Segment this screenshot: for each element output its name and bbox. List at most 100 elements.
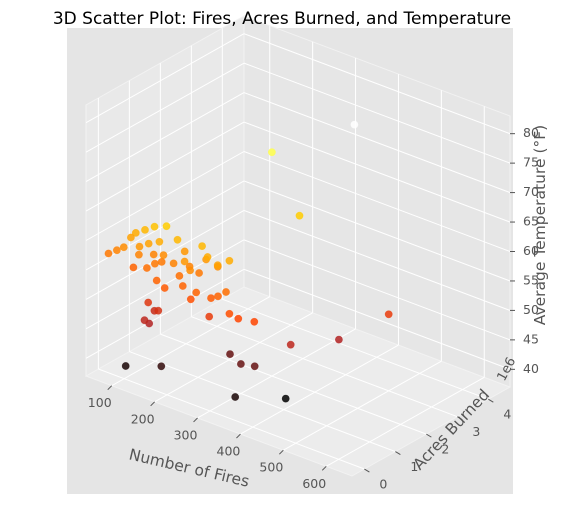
z-grid-line [85, 92, 245, 183]
y-tick-label: 1 [410, 459, 418, 474]
scatter-point [140, 316, 149, 325]
scatter-point [152, 276, 161, 285]
z-tick-label: 50 [523, 302, 539, 317]
x-tick-label: 400 [217, 444, 241, 459]
x-grid-line [240, 344, 399, 435]
scatter-point [157, 257, 166, 266]
x-tick-mark [321, 465, 327, 471]
y-tick-mark [426, 433, 432, 438]
scatter-point [192, 288, 201, 297]
scatter-point [119, 243, 128, 252]
x-grid-line [154, 312, 313, 403]
scatter-point [195, 269, 203, 277]
scatter-point [350, 120, 359, 129]
z-grid-line [243, 151, 511, 252]
tick-labels: 100 200 300 400 500 600 0 1 2 3 4 40 45 50 55 60 65 70 75 8… [88, 125, 539, 491]
scatter-point [236, 360, 245, 368]
scatter-point [207, 294, 215, 302]
scatter-point [231, 393, 240, 401]
scatter-point [175, 271, 184, 280]
z-axis-label: Average Temperature (°F) [531, 125, 549, 325]
scatter-point [144, 239, 153, 248]
scatter-point [205, 312, 214, 321]
scatter-point [141, 225, 149, 234]
z-tick-label: 40 [523, 361, 539, 376]
z-grid-line [85, 268, 245, 359]
scatter-point [134, 250, 143, 259]
scatter-point [214, 292, 222, 301]
y-grid-line [129, 351, 396, 453]
z-grid-line [243, 180, 511, 282]
x-tick-label: 100 [88, 395, 112, 410]
z-grid-line [85, 62, 245, 153]
z-grid-line [85, 33, 245, 124]
scatter-point [142, 264, 151, 272]
x-grid-line [197, 328, 356, 419]
y-tick-label: 4 [503, 407, 511, 422]
scatter-point [180, 257, 189, 266]
chart-title: 3D Scatter Plot: Fires, Acres Burned, an… [53, 9, 511, 29]
scatter-point [155, 237, 164, 246]
y-tick-mark [395, 451, 401, 455]
y-tick-label: 2 [441, 442, 449, 457]
y-grid-line [98, 368, 365, 470]
y-tick-label: 0 [379, 477, 387, 492]
x-grid-line [111, 296, 270, 387]
data-points [104, 120, 393, 403]
scatter-point [225, 256, 234, 265]
x-grid-line [326, 376, 485, 467]
x-tick-label: 600 [302, 476, 326, 491]
scatter-point [250, 317, 259, 326]
z-tick-label: 70 [523, 184, 539, 199]
scatter-point [150, 259, 159, 268]
scatter-point [169, 259, 178, 268]
x-tick-label: 500 [259, 460, 283, 475]
scatter-point [162, 222, 171, 231]
scatter-point [126, 233, 135, 242]
scatter-point [160, 284, 169, 292]
scatter-point [222, 288, 230, 296]
scatter-point [198, 242, 206, 250]
x-tick-mark [150, 401, 155, 407]
scatter-point [186, 295, 195, 304]
z-grid-line [243, 62, 511, 164]
scatter-point [226, 350, 234, 358]
y-tick-mark [364, 468, 370, 473]
scatter-point [144, 298, 153, 307]
scatter-point [154, 306, 163, 315]
scatter-point [186, 266, 194, 275]
z-grid-line [243, 92, 511, 194]
x-tick-label: 200 [131, 411, 155, 426]
scatter-point [157, 362, 166, 371]
scatter-point [129, 263, 138, 272]
x-tick-mark [236, 433, 241, 439]
scatter-point [203, 253, 212, 261]
y-tick-label: 3 [472, 424, 480, 439]
scatter-point [213, 261, 222, 270]
z-tick-label: 45 [523, 331, 539, 346]
y-grid-line [191, 316, 458, 418]
x-tick-label: 300 [174, 427, 198, 442]
scatter-point [384, 310, 393, 319]
scatter-point [159, 251, 168, 259]
scatter-point [234, 314, 243, 323]
scatter-point [334, 335, 343, 344]
x-tick-mark [107, 385, 113, 391]
z-tick-label: 55 [523, 272, 539, 287]
scatter-point [250, 362, 259, 371]
z-tick-label: 65 [523, 214, 539, 229]
scatter-point [225, 309, 234, 318]
scatter-point [281, 394, 290, 403]
z-grid-line [85, 151, 245, 241]
scatter-point [178, 282, 187, 290]
scatter-point [286, 340, 295, 349]
scatter-point [121, 362, 130, 370]
y-grid-line [222, 298, 489, 400]
x-grid-line [283, 360, 442, 451]
scatter-point [113, 246, 121, 255]
scatter-point [150, 222, 159, 231]
z-grid-line [85, 121, 245, 212]
scatter-point [267, 148, 276, 157]
z-grid-line [243, 33, 511, 135]
